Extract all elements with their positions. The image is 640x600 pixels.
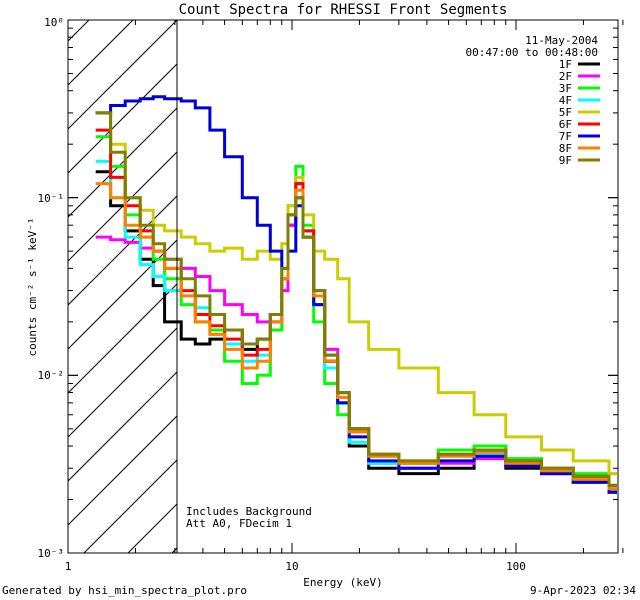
y-tick-label: 10⁻³	[38, 547, 65, 560]
hatch-line	[68, 20, 177, 130]
hatch-line	[68, 20, 90, 42]
y-tick-labels: 10⁻³ 10⁻² 10⁻¹ 10⁰	[38, 16, 65, 560]
legend-label-6f: 6F	[559, 118, 572, 131]
hatch-line	[68, 283, 177, 394]
y-tick-label: 10⁻¹	[38, 192, 65, 205]
x-tick-label: 100	[506, 560, 526, 573]
hatch-line	[68, 371, 177, 482]
hatch-line	[68, 415, 177, 526]
footer-generated-by: Generated by hsi_min_spectra_plot.pro	[2, 584, 247, 597]
legend-label-5f: 5F	[559, 106, 572, 119]
series-line-1f	[95, 170, 617, 494]
series-line-4f	[95, 159, 617, 491]
date-label: 11-May-2004	[525, 34, 598, 47]
legend-label-2f: 2F	[559, 70, 572, 83]
y-axis-label: counts cm⁻² s⁻¹ keV⁻¹	[26, 217, 39, 356]
y-tick-label: 10⁻²	[38, 369, 65, 382]
y-tick-label: 10⁰	[44, 16, 64, 29]
legend-label-3f: 3F	[559, 82, 572, 95]
plot-frame	[67, 19, 619, 554]
legend-label-9f: 9F	[559, 154, 572, 167]
series-line-7f	[95, 95, 617, 494]
series-line-9f	[95, 111, 617, 487]
series-lines	[95, 95, 617, 494]
legend-label-1f: 1F	[559, 58, 572, 71]
annotation-background: Includes Background	[186, 505, 312, 518]
x-tick-label: 10	[285, 560, 298, 573]
hatch-line	[68, 327, 177, 438]
hatch-line	[68, 195, 177, 306]
legend-label-7f: 7F	[559, 130, 572, 143]
hatch-line	[216, 0, 640, 553]
x-tick-labels: 1 10 100	[65, 560, 526, 573]
time-range-label: 00:47:00 to 00:48:00	[466, 46, 598, 59]
footer-timestamp: 9-Apr-2023 02:34	[530, 584, 636, 597]
legend-label-4f: 4F	[559, 94, 572, 107]
hatch-line	[68, 151, 177, 262]
x-axis-label: Energy (keV)	[303, 576, 382, 589]
hatch-line	[68, 63, 177, 174]
legend-label-8f: 8F	[559, 142, 572, 155]
chart-title: Count Spectra for RHESSI Front Segments	[179, 2, 508, 18]
annotation-attenuator: Att A0, FDecim 1	[186, 517, 292, 530]
axis-ticks	[67, 19, 624, 554]
hatch-line	[68, 20, 134, 86]
x-tick-label: 1	[65, 560, 72, 573]
hatch-line	[0, 0, 112, 553]
hatch-line	[260, 0, 640, 553]
series-line-5f	[95, 111, 617, 476]
